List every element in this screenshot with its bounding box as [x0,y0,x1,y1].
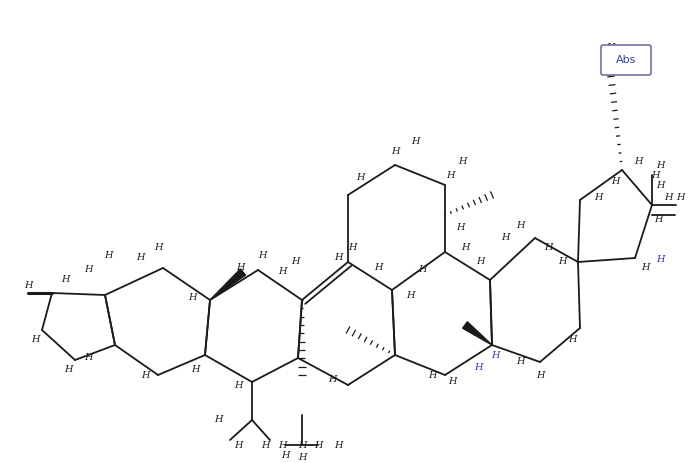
Text: H: H [515,220,524,230]
Text: Abs: Abs [616,55,636,65]
Text: H: H [446,170,454,180]
Text: H: H [236,263,244,273]
Text: H: H [348,244,357,252]
Text: H: H [418,265,426,275]
Text: H: H [634,157,642,167]
Text: H: H [558,257,566,267]
Text: H: H [281,450,290,459]
Polygon shape [210,269,245,300]
Text: H: H [191,365,199,375]
Text: H: H [214,415,223,425]
Text: H: H [410,138,419,146]
Text: H: H [298,453,306,463]
Text: H: H [84,353,93,363]
Text: H: H [84,265,93,275]
Text: H: H [475,257,484,267]
Text: H: H [334,440,342,450]
Text: H: H [461,244,469,252]
Text: H: H [31,336,39,344]
Text: H: H [611,177,619,187]
Text: H: H [278,268,286,276]
Text: H: H [428,370,436,380]
Text: H: H [23,281,32,289]
Text: H: H [474,363,482,373]
Text: H: H [261,440,269,450]
Text: H: H [606,44,614,52]
Text: H: H [154,244,162,252]
Polygon shape [462,322,492,345]
Text: H: H [234,381,243,389]
Text: H: H [651,170,659,180]
Text: H: H [656,256,664,264]
Text: H: H [374,263,382,273]
Text: H: H [258,250,266,259]
Text: H: H [457,157,466,167]
Text: H: H [501,233,509,243]
Text: H: H [135,254,144,263]
Text: H: H [656,181,664,189]
Text: H: H [544,244,552,252]
Text: H: H [314,440,322,450]
Text: H: H [676,194,684,202]
Text: H: H [456,224,464,232]
Text: H: H [188,293,196,301]
Text: H: H [390,148,399,156]
Text: H: H [141,370,149,380]
Text: H: H [641,263,650,273]
Text: H: H [61,275,69,284]
Text: H: H [568,336,576,344]
Text: H: H [356,174,364,182]
Text: H: H [406,290,414,300]
Text: H: H [328,375,337,384]
Text: H: H [536,370,545,380]
Text: H: H [234,440,243,450]
Text: H: H [656,161,664,169]
Text: H: H [664,194,672,202]
Text: H: H [594,194,603,202]
Text: H: H [291,257,299,267]
Text: H: H [298,440,306,450]
Text: H: H [515,357,524,367]
Text: H: H [654,215,662,225]
Text: H: H [491,350,500,359]
Text: H: H [334,254,342,263]
Text: H: H [448,377,456,387]
Text: H: H [278,440,286,450]
Text: H: H [64,365,73,375]
Text: H: H [104,250,112,259]
FancyBboxPatch shape [601,45,651,75]
